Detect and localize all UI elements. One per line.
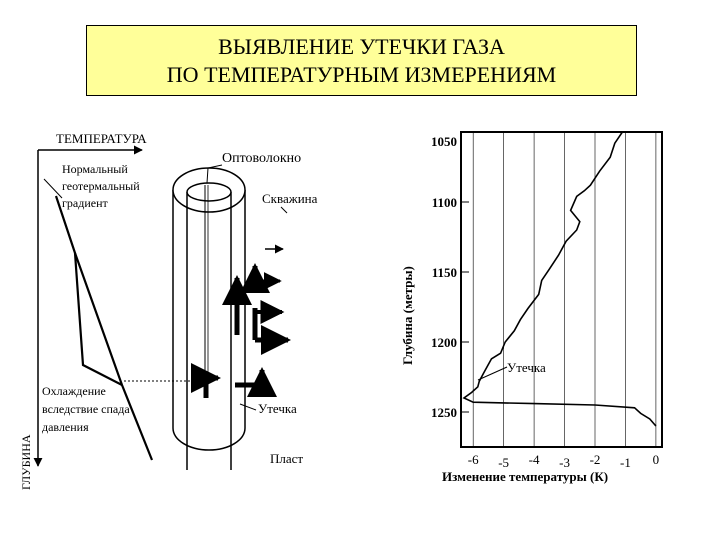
fiber-label: Оптоволокно	[222, 151, 301, 166]
cooling-label: Охлаждение вследствие спада давления	[42, 384, 130, 434]
chart-y-tick-label: 1200	[431, 335, 457, 350]
cooling-line-1: Охлаждение	[42, 384, 106, 398]
chart-x-tick-label: -2	[590, 452, 601, 467]
leak-label: Утечка	[258, 401, 297, 416]
gas-flow-arrows	[191, 244, 291, 398]
cooling-line-2: вследствие спада	[42, 402, 130, 416]
left-diagram: ТЕМПЕРАТУРА ГЛУБИНА Нормальный геотермал…	[19, 131, 212, 490]
chart-y-tick-label: 1150	[432, 265, 457, 280]
chart-x-tick-label: -3	[559, 455, 570, 470]
title-box: ВЫЯВЛЕНИЕ УТЕЧКИ ГАЗА ПО ТЕМПЕРАТУРНЫМ И…	[86, 25, 637, 96]
chart-plot-area	[460, 131, 663, 448]
temperature-chart: 1050 1100 1150 1200 1250 -6 -5 -4 -3 -2 -1 0 Глуби…	[400, 131, 663, 484]
chart-series-line	[462, 131, 657, 427]
borehole-cylinder	[186, 192, 232, 470]
formation-label: Пласт	[270, 451, 303, 466]
depth-axis-label: ГЛУБИНА	[19, 434, 33, 490]
fiber-pointer	[206, 164, 223, 184]
title-line-2: ПО ТЕМПЕРАТУРНЫМ ИЗМЕРЕНИЯМ	[166, 61, 557, 87]
normal-gradient-line-1: Нормальный	[62, 162, 128, 176]
chart-leak-annotation: Утечка	[507, 360, 546, 375]
cooling-curve	[73, 252, 123, 386]
chart-y-tick-label: 1100	[432, 195, 457, 210]
borehole-label: Скважина	[262, 191, 318, 206]
chart-x-tick-label: -4	[529, 452, 540, 467]
normal-gradient-curve	[54, 195, 154, 461]
chart-y-tick-label: 1050	[431, 134, 457, 149]
chart-x-tick-label: -1	[620, 455, 631, 470]
borehole-top	[186, 182, 232, 202]
formation-cylinder	[172, 190, 246, 451]
chart-x-tick-label: -6	[468, 452, 479, 467]
borehole-pointer	[280, 206, 288, 214]
chart-leak-pointer	[477, 366, 508, 381]
cooling-line-3: давления	[42, 420, 89, 434]
well-diagram: Оптоволокно Скважина Утечка Пласт	[172, 151, 318, 470]
chart-grid	[472, 132, 657, 447]
temperature-axis-label: ТЕМПЕРАТУРА	[56, 131, 147, 146]
title-line-1: ВЫЯВЛЕНИЕ УТЕЧКИ ГАЗА	[218, 33, 505, 59]
chart-x-tick-label: 0	[653, 452, 660, 467]
normal-gradient-line-2: геотермальный	[62, 179, 140, 193]
chart-x-ticks: -6 -5 -4 -3 -2 -1 0	[468, 452, 659, 470]
chart-y-axis-label: Глубина (метры)	[400, 266, 415, 365]
chart-y-ticks: 1050 1100 1150 1200 1250	[431, 131, 469, 420]
chart-x-tick-label: -5	[498, 455, 509, 470]
chart-y-tick-label: 1250	[431, 405, 457, 420]
normal-gradient-label: Нормальный геотермальный градиент	[62, 162, 140, 210]
normal-gradient-line-3: градиент	[62, 196, 109, 210]
normal-gradient-pointer	[43, 178, 63, 199]
chart-x-axis-label: Изменение температуры (К)	[442, 469, 608, 484]
leak-pointer	[239, 403, 257, 411]
